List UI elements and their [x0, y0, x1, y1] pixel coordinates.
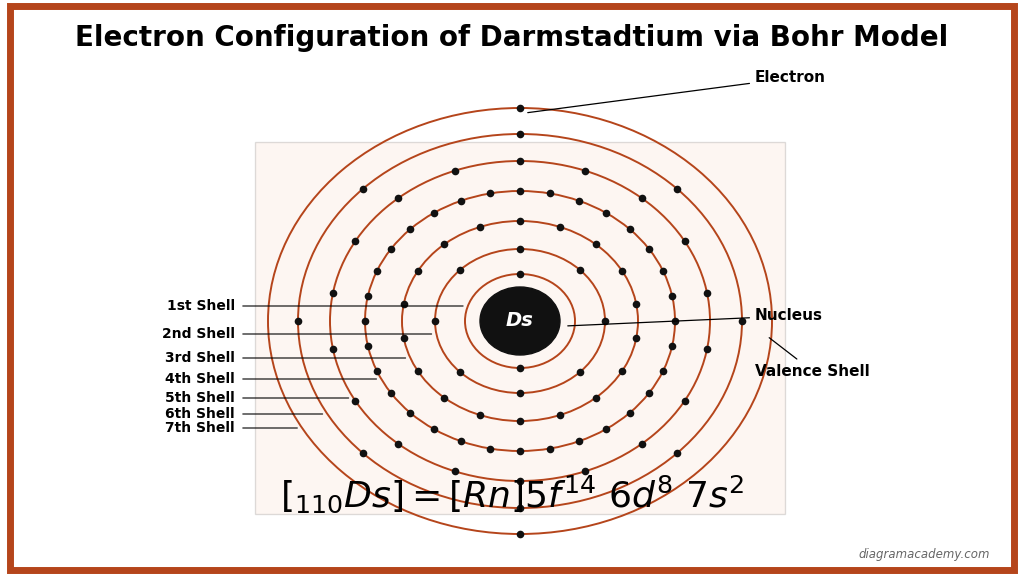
Text: diagramacademy.com: diagramacademy.com	[858, 548, 990, 561]
Text: Valence Shell: Valence Shell	[755, 338, 869, 378]
Text: Electron Configuration of Darmstadtium via Bohr Model: Electron Configuration of Darmstadtium v…	[76, 24, 948, 52]
Text: 3rd Shell: 3rd Shell	[165, 351, 234, 365]
Text: 5th Shell: 5th Shell	[165, 391, 234, 405]
Text: 1st Shell: 1st Shell	[167, 299, 234, 313]
Ellipse shape	[480, 287, 560, 355]
Text: 2nd Shell: 2nd Shell	[162, 327, 234, 341]
Text: 7th Shell: 7th Shell	[165, 421, 234, 435]
Text: 6th Shell: 6th Shell	[165, 407, 234, 421]
Text: $\left[_{110}Ds\right] = \left[Rn\right]5f^{14}\ 6d^{8}\ 7s^{2}$: $\left[_{110}Ds\right] = \left[Rn\right]…	[280, 473, 744, 515]
Text: Ds: Ds	[506, 312, 534, 331]
Text: 4th Shell: 4th Shell	[165, 372, 234, 386]
Text: Nucleus: Nucleus	[567, 309, 823, 326]
Text: Electron: Electron	[527, 70, 826, 113]
FancyBboxPatch shape	[255, 142, 785, 514]
